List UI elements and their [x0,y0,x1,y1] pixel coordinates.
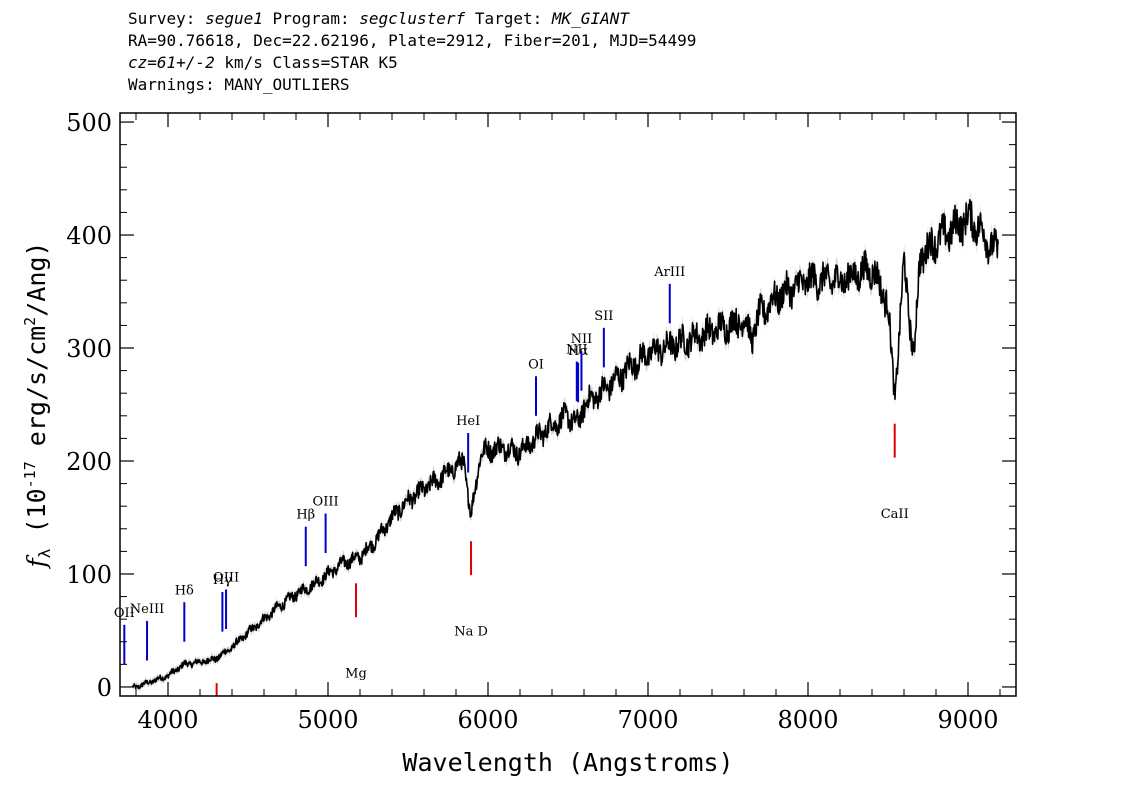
emission-line-label: OI [528,357,544,372]
emission-line-label: HeI [456,414,480,429]
header-line-survey: Survey: segue1 Program: segclusterf Targ… [128,9,629,28]
absorption-line-label: CaII [881,507,909,522]
x-tick-label: 4000 [137,706,198,734]
survey-value: segue1 [205,9,263,28]
emission-line-label: Hβ [296,508,315,523]
y-axis-title: fλ (10-17 erg/s/cm2/Ang) [21,242,54,570]
spectrum-line [132,199,999,690]
emission-line-label: NeIII [130,602,164,617]
emission-line-label: NII [571,332,593,347]
emission-line-label: SII [594,309,613,324]
axis-ticks: 4000 5000 6000 7000 8000 9000 0 100 200 300 400 500 [66,109,1016,734]
y-title-part: (10 [22,488,51,548]
spectrum-header: Survey: segue1 Program: segclusterf Targ… [128,8,696,96]
x-tick-label: 7000 [617,706,678,734]
absorption-line-label: Mg [345,667,367,682]
y-tick-label: 0 [97,674,112,702]
y-title-part: -17 [21,461,39,488]
y-title-part: 2 [21,317,39,326]
emission-line-label: Hγ [213,573,232,588]
x-tick-label: 9000 [937,706,998,734]
y-title-part: λ [35,548,54,558]
cz-value: cz=61+/-2 [128,53,215,72]
emission-line-label: OII [114,606,135,621]
y-tick-label: 400 [66,222,112,250]
y-tick-label: 200 [66,448,112,476]
y-tick-label: 300 [66,335,112,363]
emission-line-label: OIII [213,571,239,586]
x-tick-label: 5000 [297,706,358,734]
emission-line-label: OIII [313,495,339,510]
plot-frame [119,112,1017,697]
x-tick-label: 8000 [777,706,838,734]
x-tick-label: 6000 [457,706,518,734]
spectral-lines: OIINeIIIHδHγOIIIHβOIIIHeIOINIIHαNIISIIAr… [114,265,909,696]
target-value: MK_GIANT [551,9,629,28]
absorption-line-label: Na D [454,624,488,639]
spectrum-series [132,199,999,690]
y-tick-label: 100 [66,561,112,589]
emission-line-label: Hδ [175,583,194,598]
emission-line-label: Hα [568,344,588,359]
header-line-warnings: Warnings: MANY_OUTLIERS [128,75,350,94]
header-line-coords: RA=90.76618, Dec=22.62196, Plate=2912, F… [128,31,697,50]
x-axis-title: Wavelength (Angstroms) [402,748,733,777]
program-value: segclusterf [359,9,466,28]
emission-line-label: ArIII [653,265,685,280]
y-title-part: f [22,554,51,569]
y-title-part: /Ang) [22,242,51,317]
y-title-part: erg/s/cm [22,326,51,461]
header-line-class: cz=61+/-2 km/s Class=STAR K5 [128,53,398,72]
y-tick-label: 500 [66,109,112,137]
